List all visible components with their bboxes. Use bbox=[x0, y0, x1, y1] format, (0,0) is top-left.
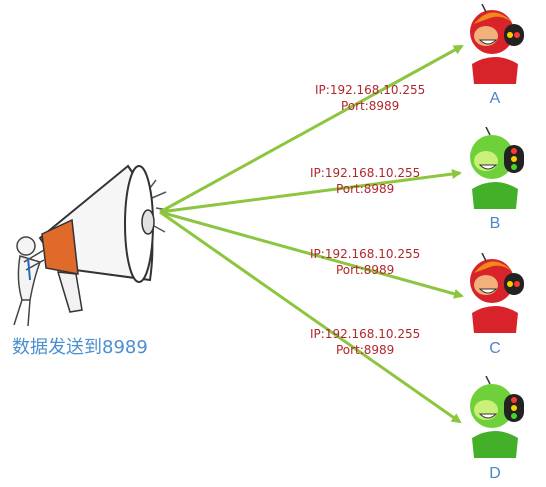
mascot-red-icon bbox=[470, 253, 524, 333]
send-caption: 数据发送到8989 bbox=[12, 337, 148, 358]
megaphone-person-illustration bbox=[13, 164, 169, 327]
edge-label-b: IP:192.168.10.255 Port:8989 bbox=[310, 165, 420, 197]
edge-ip-c: IP:192.168.10.255 bbox=[310, 247, 421, 261]
arrow-to-b bbox=[159, 169, 462, 214]
edge-port-a: Port:8989 bbox=[340, 99, 400, 113]
arrow-to-c bbox=[159, 210, 464, 299]
edge-port-b: Port:8989 bbox=[335, 182, 395, 196]
mascot-green-icon bbox=[470, 376, 524, 458]
arrow-to-a bbox=[159, 44, 464, 214]
node-label-a: A bbox=[489, 90, 501, 107]
node-label-c: C bbox=[489, 340, 501, 357]
person-figure bbox=[13, 236, 45, 327]
edge-port-c: Port:8989 bbox=[335, 263, 395, 277]
edge-ip-d: IP:192.168.10.255 bbox=[310, 327, 421, 341]
edge-ip-a: IP:192.168.10.255 bbox=[315, 83, 426, 97]
mascot-red-icon bbox=[470, 4, 524, 84]
megaphone-band bbox=[41, 218, 79, 275]
node-label-b: B bbox=[489, 215, 501, 232]
node-label-d: D bbox=[489, 465, 501, 482]
sound-lines-icon bbox=[149, 179, 169, 233]
mascot-green-icon bbox=[470, 127, 524, 209]
edge-ip-b: IP:192.168.10.255 bbox=[310, 166, 421, 180]
arrow-to-d bbox=[159, 210, 462, 424]
edge-label-d: IP:192.168.10.255 Port:8989 bbox=[310, 326, 420, 358]
edge-label-a: IP:192.168.10.255 Port:8989 bbox=[315, 82, 425, 114]
edge-label-c: IP:192.168.10.255 Port:8989 bbox=[310, 246, 420, 278]
edge-port-d: Port:8989 bbox=[335, 343, 395, 357]
